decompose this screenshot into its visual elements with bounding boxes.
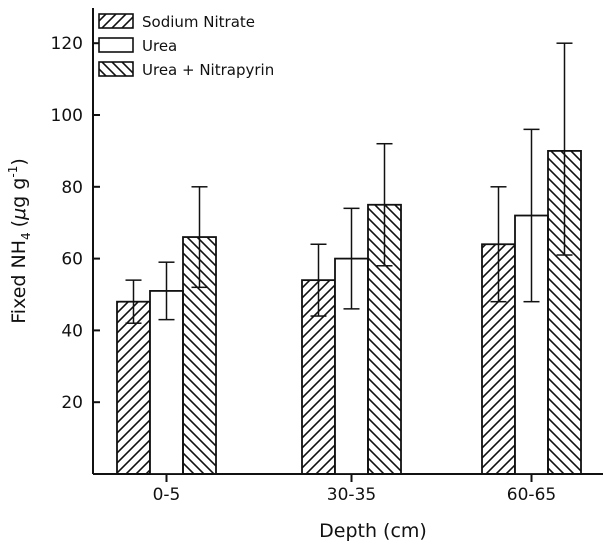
x-axis-title: Depth (cm) (319, 520, 427, 542)
y-tick-label: 80 (61, 178, 83, 198)
y-axis-title-units-close: ) (8, 158, 30, 165)
error-bars-group (125, 42, 573, 324)
y-axis-title-mu: μ (8, 208, 30, 221)
x-tick-label: 0-5 (153, 485, 181, 505)
bars-group (116, 149, 582, 475)
y-axis-title-exponent: -1 (6, 166, 20, 178)
legend-swatch-urea (98, 37, 134, 53)
legend-swatch-sodium-nitrate (98, 13, 134, 29)
y-axis-title-subscript: 4 (19, 232, 33, 240)
legend-label: Sodium Nitrate (142, 13, 255, 31)
legend-label: Urea (142, 37, 177, 55)
legend-swatch-urea-nitrapyrin (98, 61, 134, 77)
y-tick-label: 40 (61, 321, 83, 341)
y-tick-label: 120 (51, 34, 83, 54)
x-tick-label: 30-35 (327, 485, 376, 505)
bar-sodium-nitrate-0-5 (116, 300, 151, 475)
y-tick-label: 20 (61, 393, 83, 413)
y-axis-title-units: g g (8, 178, 30, 208)
x-tick-label: 60-65 (507, 485, 556, 505)
y-tick-label: 100 (51, 106, 83, 126)
y-tick-label: 60 (61, 250, 83, 270)
y-axis-title-main: Fixed NH (8, 240, 30, 324)
y-axis-title-units-open: ( (8, 220, 30, 227)
legend: Sodium Nitrate Urea Urea + Nitrapyrin (98, 13, 274, 79)
x-axis-ticks: 0-5 30-35 60-65 (153, 474, 556, 505)
y-axis-title: Fixed NH4 (μg g-1) (6, 158, 33, 324)
y-axis-ticks: 20 40 60 80 100 120 (51, 34, 100, 413)
legend-label: Urea + Nitrapyrin (142, 61, 274, 79)
